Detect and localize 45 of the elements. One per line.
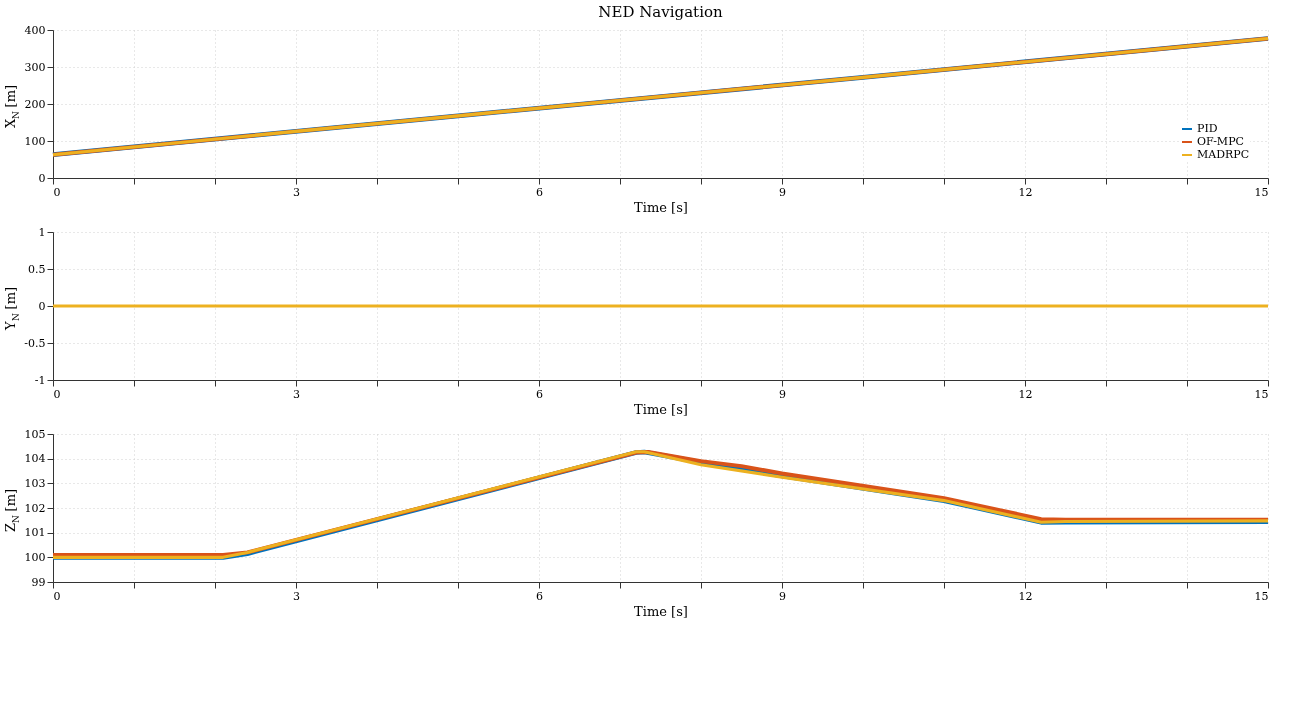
legend-label: MADRPC bbox=[1197, 148, 1250, 161]
x-tick-label: 6 bbox=[536, 185, 543, 199]
y-axis-title: ZN [m] bbox=[3, 488, 21, 532]
x-tick-label: 6 bbox=[536, 387, 543, 401]
x-tick-label: 12 bbox=[1018, 589, 1033, 603]
x-tick-label: 0 bbox=[53, 387, 61, 401]
y-tick-label: 400 bbox=[24, 23, 46, 37]
x-axis-title: Time [s] bbox=[634, 603, 688, 619]
y-tick-label: -1 bbox=[34, 373, 46, 387]
x-tick-label: 3 bbox=[293, 387, 300, 401]
x-tick-label: 9 bbox=[779, 185, 786, 199]
y-tick-label: 104 bbox=[24, 452, 46, 466]
x-tick-label: 12 bbox=[1018, 387, 1033, 401]
x-tick-label: 0 bbox=[53, 185, 61, 199]
y-tick-label: 200 bbox=[24, 97, 46, 111]
y-axis-title: XN [m] bbox=[3, 84, 21, 128]
legend-label: PID bbox=[1197, 122, 1218, 135]
x-tick-label: 3 bbox=[293, 185, 300, 199]
y-tick-label: -0.5 bbox=[24, 336, 46, 350]
y-tick-label: 1 bbox=[38, 225, 46, 239]
y-tick-label: 102 bbox=[24, 501, 46, 515]
y-tick-label: 101 bbox=[24, 526, 46, 540]
x-tick-label: 6 bbox=[536, 589, 543, 603]
x-tick-label: 15 bbox=[1254, 185, 1269, 199]
y-tick-label: 300 bbox=[24, 60, 46, 74]
y-tick-label: 100 bbox=[24, 134, 46, 148]
x-tick-label: 15 bbox=[1254, 387, 1269, 401]
x-tick-label: 3 bbox=[293, 589, 300, 603]
x-tick-label: 9 bbox=[779, 387, 786, 401]
y-tick-label: 99 bbox=[31, 575, 46, 589]
x-tick-label: 0 bbox=[53, 589, 61, 603]
y-tick-label: 103 bbox=[24, 476, 46, 490]
y-tick-label: 0.5 bbox=[28, 262, 46, 276]
chart-title: NED Navigation bbox=[598, 3, 723, 21]
x-axis-title: Time [s] bbox=[634, 199, 688, 215]
x-tick-label: 9 bbox=[779, 589, 786, 603]
x-tick-label: 15 bbox=[1254, 589, 1269, 603]
x-tick-label: 12 bbox=[1018, 185, 1033, 199]
y-tick-label: 100 bbox=[24, 550, 46, 564]
y-tick-label: 0 bbox=[38, 171, 46, 185]
y-axis-title: YN [m] bbox=[3, 286, 21, 331]
y-tick-label: 105 bbox=[24, 427, 46, 441]
x-axis-title: Time [s] bbox=[634, 401, 688, 417]
legend-label: OF-MPC bbox=[1197, 135, 1244, 148]
y-tick-label: 0 bbox=[38, 299, 46, 313]
